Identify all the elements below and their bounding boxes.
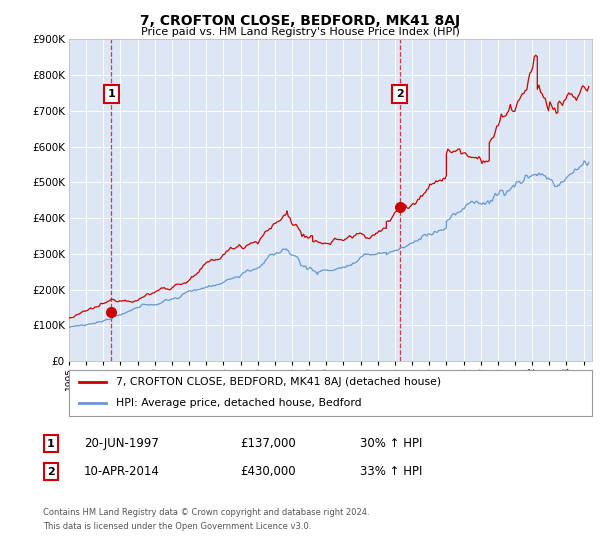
Text: 7, CROFTON CLOSE, BEDFORD, MK41 8AJ: 7, CROFTON CLOSE, BEDFORD, MK41 8AJ bbox=[140, 14, 460, 28]
Text: This data is licensed under the Open Government Licence v3.0.: This data is licensed under the Open Gov… bbox=[43, 522, 311, 531]
Text: 1: 1 bbox=[47, 438, 55, 449]
Text: £430,000: £430,000 bbox=[240, 465, 296, 478]
Text: 2: 2 bbox=[395, 89, 403, 99]
Text: £137,000: £137,000 bbox=[240, 437, 296, 450]
Text: 33% ↑ HPI: 33% ↑ HPI bbox=[360, 465, 422, 478]
Text: 1: 1 bbox=[107, 89, 115, 99]
Text: 30% ↑ HPI: 30% ↑ HPI bbox=[360, 437, 422, 450]
Text: 2: 2 bbox=[47, 466, 55, 477]
Text: 20-JUN-1997: 20-JUN-1997 bbox=[84, 437, 159, 450]
Text: Contains HM Land Registry data © Crown copyright and database right 2024.: Contains HM Land Registry data © Crown c… bbox=[43, 508, 370, 517]
Text: HPI: Average price, detached house, Bedford: HPI: Average price, detached house, Bedf… bbox=[116, 398, 362, 408]
Text: 7, CROFTON CLOSE, BEDFORD, MK41 8AJ (detached house): 7, CROFTON CLOSE, BEDFORD, MK41 8AJ (det… bbox=[116, 377, 441, 388]
Text: 10-APR-2014: 10-APR-2014 bbox=[84, 465, 160, 478]
Text: Price paid vs. HM Land Registry's House Price Index (HPI): Price paid vs. HM Land Registry's House … bbox=[140, 27, 460, 37]
